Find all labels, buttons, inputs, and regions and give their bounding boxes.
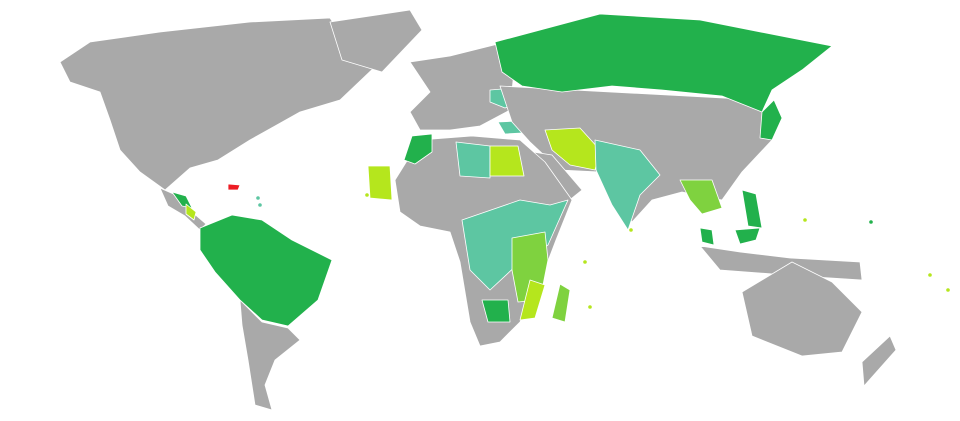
malaysia <box>699 227 715 246</box>
greenland <box>329 9 423 73</box>
central-america-green <box>171 191 193 209</box>
island-marker <box>629 228 633 232</box>
central-america-lime <box>185 203 197 221</box>
island-marker <box>583 260 587 264</box>
central-america <box>159 187 207 231</box>
europe <box>409 43 516 131</box>
madagascar <box>551 283 571 323</box>
india <box>594 139 661 231</box>
botswana <box>481 299 511 323</box>
indonesia <box>699 245 863 281</box>
island-marker <box>588 305 592 309</box>
libya <box>455 141 491 179</box>
island-marker <box>803 218 807 222</box>
south-america-south <box>239 299 301 411</box>
island-marker <box>256 196 260 200</box>
island-marker <box>365 193 369 197</box>
island-markers <box>256 193 950 309</box>
iran <box>544 127 601 171</box>
mozambique <box>519 279 546 321</box>
morocco <box>403 133 433 165</box>
mauritania <box>367 165 393 201</box>
philippines <box>741 189 763 229</box>
north-america <box>59 17 381 191</box>
island-marker <box>928 273 932 277</box>
island-marker <box>869 220 873 224</box>
indochina <box>679 179 723 215</box>
hispaniola-red <box>227 183 241 191</box>
south-america-north <box>199 214 333 327</box>
australia <box>741 261 863 357</box>
egypt <box>489 145 525 177</box>
russia <box>494 13 833 113</box>
new-zealand <box>861 335 897 387</box>
island-marker <box>946 288 950 292</box>
borneo-malaysia <box>734 227 761 245</box>
island-marker <box>258 203 262 207</box>
japan <box>759 99 783 141</box>
